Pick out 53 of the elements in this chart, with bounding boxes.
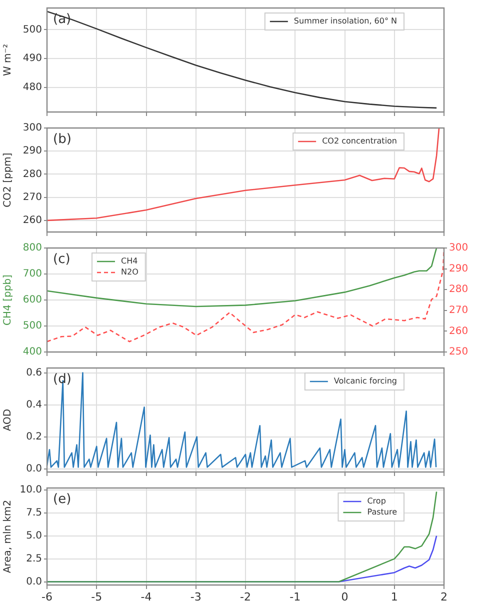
y-axis-title: CO2 [ppm] <box>2 152 14 208</box>
x-tick-label: -3 <box>190 590 202 604</box>
annotation: (d) <box>53 372 72 387</box>
legend-label: Crop <box>367 496 386 506</box>
y2-tick-label: 250 <box>449 346 468 358</box>
y-tick-label: 500 <box>22 320 42 332</box>
y2-tick-label: 300 <box>449 242 468 254</box>
x-tick-label: -6 <box>42 590 52 604</box>
y-tick-label: 0.0 <box>26 463 42 474</box>
y-tick-label: 300 <box>22 122 42 134</box>
y-tick-label: 10.0 <box>20 484 42 496</box>
x-tick-label: 2 <box>440 590 448 604</box>
y-tick-label: 280 <box>22 168 42 180</box>
y-tick-label: 260 <box>22 215 42 226</box>
y-tick-label: 500 <box>22 24 42 36</box>
legend-label: CO2 concentration <box>322 136 397 146</box>
y-axis-title: W m⁻² <box>2 44 14 76</box>
y-tick-label: 400 <box>22 346 42 358</box>
y-tick-label: 0.2 <box>26 431 42 442</box>
x-tick-label: 1 <box>390 590 398 604</box>
legend-label: Pasture <box>367 508 398 517</box>
y-tick-label: 0.0 <box>26 576 42 588</box>
y-tick-label: 800 <box>22 242 42 254</box>
annotation: (e) <box>53 492 72 507</box>
y2-tick-label: 290 <box>449 263 468 274</box>
y-tick-label: 0.6 <box>26 367 42 378</box>
x-tick-label: 0 <box>341 590 348 604</box>
y-tick-label: 600 <box>22 294 42 306</box>
legend-label: CH4 <box>121 256 138 266</box>
y-tick-label: 7.5 <box>26 507 42 518</box>
legend-label: N2O <box>121 268 138 277</box>
y2-tick-label: 270 <box>449 304 468 316</box>
annotation: (b) <box>53 132 72 147</box>
y-tick-label: 480 <box>22 82 42 94</box>
y2-tick-label: 260 <box>449 326 468 337</box>
y-tick-label: 5.0 <box>26 530 42 542</box>
y-tick-label: 490 <box>22 53 42 64</box>
y-axis-title: AOD <box>2 408 14 432</box>
annotation: (c) <box>53 252 70 267</box>
legend-label: Summer insolation, 60° N <box>294 16 398 26</box>
y-tick-label: 0.4 <box>26 399 42 410</box>
y-tick-label: 700 <box>22 268 42 280</box>
y2-tick-label: 280 <box>449 284 468 296</box>
x-tick-label: -2 <box>240 590 251 604</box>
x-tick-label: -1 <box>290 590 301 604</box>
x-tick-label: -4 <box>140 590 152 604</box>
y-axis-title: Area, mln km2 <box>2 500 14 574</box>
y-axis-title: CH4 [ppb] <box>2 274 14 326</box>
y-tick-label: 270 <box>22 192 42 203</box>
y-tick-label: 2.5 <box>26 553 42 564</box>
legend-label: Volcanic forcing <box>334 376 398 386</box>
y-tick-label: 290 <box>22 146 42 157</box>
x-tick-label: -5 <box>91 590 102 604</box>
